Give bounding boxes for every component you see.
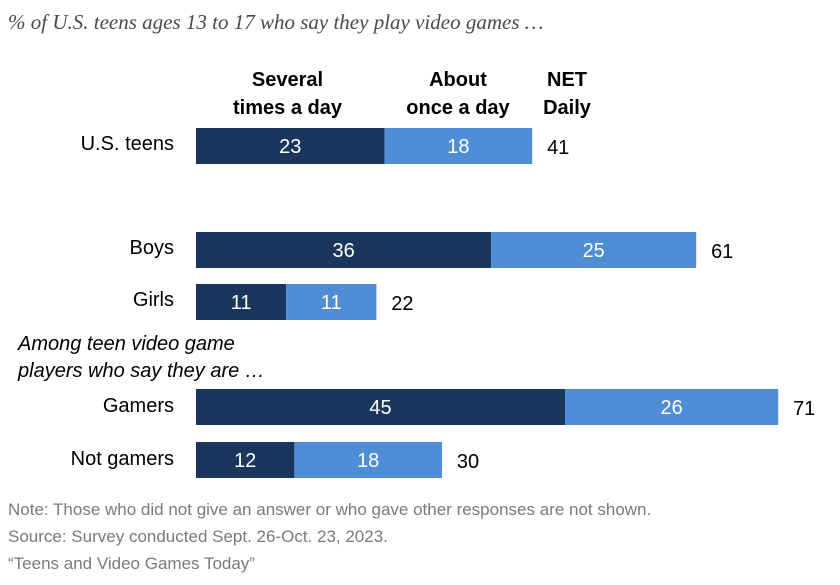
data-label-not-gamers-several-times-a-day: 12 bbox=[234, 450, 256, 472]
footnote-note: Note: Those who did not give an answer o… bbox=[8, 500, 652, 519]
legend-about-once-a-day: About once a day bbox=[406, 69, 510, 119]
data-label-girls-about-once-a-day: 11 bbox=[321, 292, 342, 314]
bar-gamers-about-once-a-day bbox=[565, 389, 779, 425]
category-label-us-teens: U.S. teens bbox=[80, 133, 174, 155]
bar-not-gamers-several-times-a-day bbox=[196, 442, 295, 478]
data-label-boys-several-times-a-day: 36 bbox=[332, 240, 354, 262]
category-label-gamers: Gamers bbox=[102, 395, 174, 417]
data-label-not-gamers-about-once-a-day: 18 bbox=[357, 450, 379, 472]
data-label-boys-about-once-a-day: 25 bbox=[583, 240, 605, 262]
group-subtitle-line-2: players who say they are … bbox=[18, 360, 265, 382]
footnote-report: “Teens and Video Games Today” bbox=[8, 554, 255, 573]
net-label-gamers: 71 bbox=[793, 398, 815, 420]
data-label-girls-several-times-a-day: 11 bbox=[231, 292, 252, 314]
net-label-girls: 22 bbox=[391, 293, 413, 315]
legend-net-daily: NET Daily bbox=[543, 69, 591, 119]
bar-boys-about-once-a-day bbox=[491, 232, 697, 268]
category-label-girls: Girls bbox=[132, 289, 174, 311]
data-label-gamers-about-once-a-day: 26 bbox=[660, 397, 682, 419]
bar-boys-several-times-a-day bbox=[196, 232, 492, 268]
bar-u-s-teens-about-once-a-day bbox=[384, 128, 533, 164]
group-subtitle: Among teen video game players who say th… bbox=[18, 331, 265, 385]
bar-girls-about-once-a-day bbox=[286, 284, 377, 320]
data-label-gamers-several-times-a-day: 45 bbox=[369, 397, 391, 419]
net-label-boys: 61 bbox=[711, 241, 733, 263]
data-label-u-s-teens-about-once-a-day: 18 bbox=[447, 136, 469, 158]
category-label-boys: Boys bbox=[129, 237, 174, 259]
bar-u-s-teens-several-times-a-day bbox=[196, 128, 385, 164]
bar-gamers-several-times-a-day bbox=[196, 389, 565, 425]
net-label-u-s-teens: 41 bbox=[547, 137, 569, 159]
footnote-source: Source: Survey conducted Sept. 26-Oct. 2… bbox=[8, 527, 388, 546]
group-subtitle-line-1: Among teen video game bbox=[18, 333, 235, 355]
data-label-u-s-teens-several-times-a-day: 23 bbox=[279, 136, 301, 158]
legend-several-times-a-day: Several times a day bbox=[233, 69, 342, 119]
bar-girls-several-times-a-day bbox=[196, 284, 287, 320]
bar-not-gamers-about-once-a-day bbox=[294, 442, 442, 478]
chart-title: % of U.S. teens ages 13 to 17 who say th… bbox=[8, 10, 544, 34]
category-label-not-gamers: Not gamers bbox=[70, 448, 174, 470]
net-label-not-gamers: 30 bbox=[457, 451, 479, 473]
